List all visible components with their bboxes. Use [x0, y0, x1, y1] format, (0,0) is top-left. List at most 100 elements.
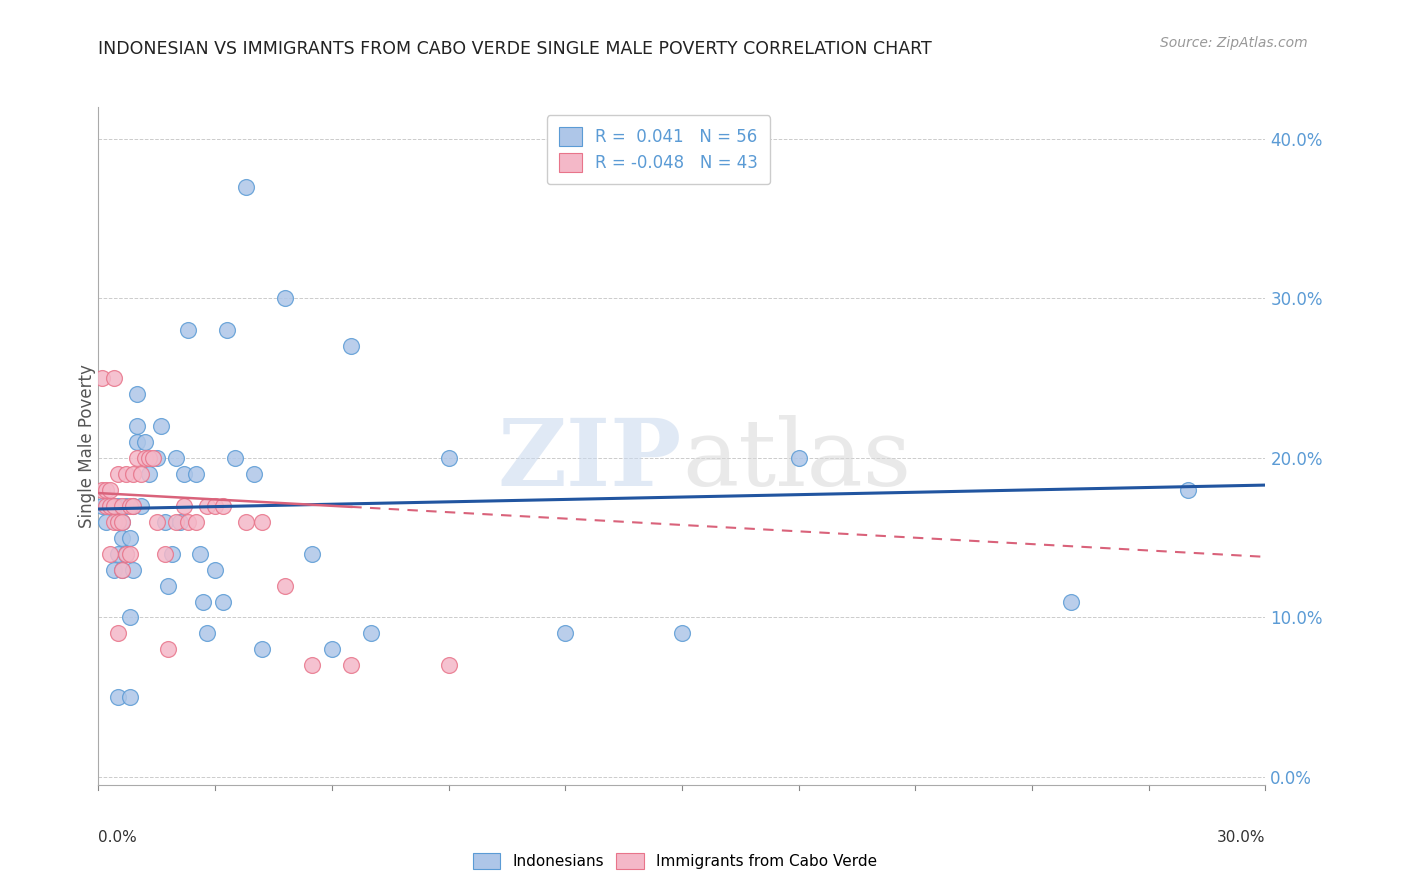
Point — [107, 499, 129, 513]
Point — [173, 467, 195, 481]
Point — [204, 563, 226, 577]
Point — [173, 499, 195, 513]
Point — [127, 450, 149, 465]
Point — [671, 626, 693, 640]
Point — [129, 467, 152, 481]
Point — [98, 499, 121, 513]
Point — [134, 435, 156, 450]
Point — [235, 515, 257, 529]
Point — [184, 515, 207, 529]
Point — [134, 450, 156, 465]
Point — [122, 563, 145, 577]
Point — [111, 515, 134, 529]
Legend: R =  0.041   N = 56, R = -0.048   N = 43: R = 0.041 N = 56, R = -0.048 N = 43 — [547, 115, 770, 184]
Point — [91, 371, 114, 385]
Point — [212, 594, 235, 608]
Point — [149, 419, 172, 434]
Point — [274, 578, 297, 592]
Legend: Indonesians, Immigrants from Cabo Verde: Indonesians, Immigrants from Cabo Verde — [467, 847, 883, 875]
Point — [91, 499, 114, 513]
Point — [157, 642, 180, 657]
Point — [122, 499, 145, 513]
Point — [165, 450, 187, 465]
Point — [162, 547, 184, 561]
Point — [212, 499, 235, 513]
Point — [250, 515, 273, 529]
Point — [98, 547, 121, 561]
Point — [195, 499, 218, 513]
Point — [195, 626, 218, 640]
Point — [118, 531, 141, 545]
Point — [96, 515, 118, 529]
Point — [437, 658, 460, 673]
Point — [340, 658, 363, 673]
Point — [91, 483, 114, 497]
Point — [111, 515, 134, 529]
Text: 30.0%: 30.0% — [1218, 830, 1265, 845]
Point — [127, 419, 149, 434]
Point — [169, 515, 191, 529]
Point — [188, 547, 211, 561]
Point — [127, 435, 149, 450]
Text: Source: ZipAtlas.com: Source: ZipAtlas.com — [1160, 36, 1308, 50]
Point — [111, 563, 134, 577]
Point — [235, 179, 257, 194]
Text: ZIP: ZIP — [498, 415, 682, 505]
Point — [127, 387, 149, 401]
Point — [129, 499, 152, 513]
Point — [98, 499, 121, 513]
Point — [114, 467, 136, 481]
Point — [98, 483, 121, 497]
Point — [215, 323, 238, 337]
Point — [250, 642, 273, 657]
Point — [177, 323, 200, 337]
Point — [301, 658, 323, 673]
Point — [437, 450, 460, 465]
Point — [204, 499, 226, 513]
Point — [153, 515, 176, 529]
Point — [114, 547, 136, 561]
Point — [103, 499, 125, 513]
Point — [96, 499, 118, 513]
Point — [122, 467, 145, 481]
Point — [114, 499, 136, 513]
Point — [184, 467, 207, 481]
Point — [157, 578, 180, 592]
Point — [111, 563, 134, 577]
Point — [340, 339, 363, 353]
Point — [224, 450, 246, 465]
Point — [165, 515, 187, 529]
Point — [103, 499, 125, 513]
Point — [103, 371, 125, 385]
Point — [118, 610, 141, 624]
Point — [274, 292, 297, 306]
Point — [1177, 483, 1199, 497]
Point — [118, 547, 141, 561]
Point — [1060, 594, 1083, 608]
Point — [243, 467, 266, 481]
Point — [107, 467, 129, 481]
Point — [321, 642, 343, 657]
Text: atlas: atlas — [682, 415, 911, 505]
Point — [146, 450, 169, 465]
Point — [122, 499, 145, 513]
Point — [787, 450, 810, 465]
Point — [107, 626, 129, 640]
Point — [153, 547, 176, 561]
Text: 0.0%: 0.0% — [98, 830, 138, 845]
Point — [103, 515, 125, 529]
Point — [111, 531, 134, 545]
Point — [138, 450, 160, 465]
Point — [193, 594, 215, 608]
Point — [146, 515, 169, 529]
Point — [118, 499, 141, 513]
Text: INDONESIAN VS IMMIGRANTS FROM CABO VERDE SINGLE MALE POVERTY CORRELATION CHART: INDONESIAN VS IMMIGRANTS FROM CABO VERDE… — [98, 40, 932, 58]
Point — [107, 515, 129, 529]
Point — [111, 499, 134, 513]
Point — [107, 690, 129, 705]
Point — [554, 626, 576, 640]
Point — [360, 626, 382, 640]
Point — [114, 547, 136, 561]
Point — [142, 450, 165, 465]
Point — [301, 547, 323, 561]
